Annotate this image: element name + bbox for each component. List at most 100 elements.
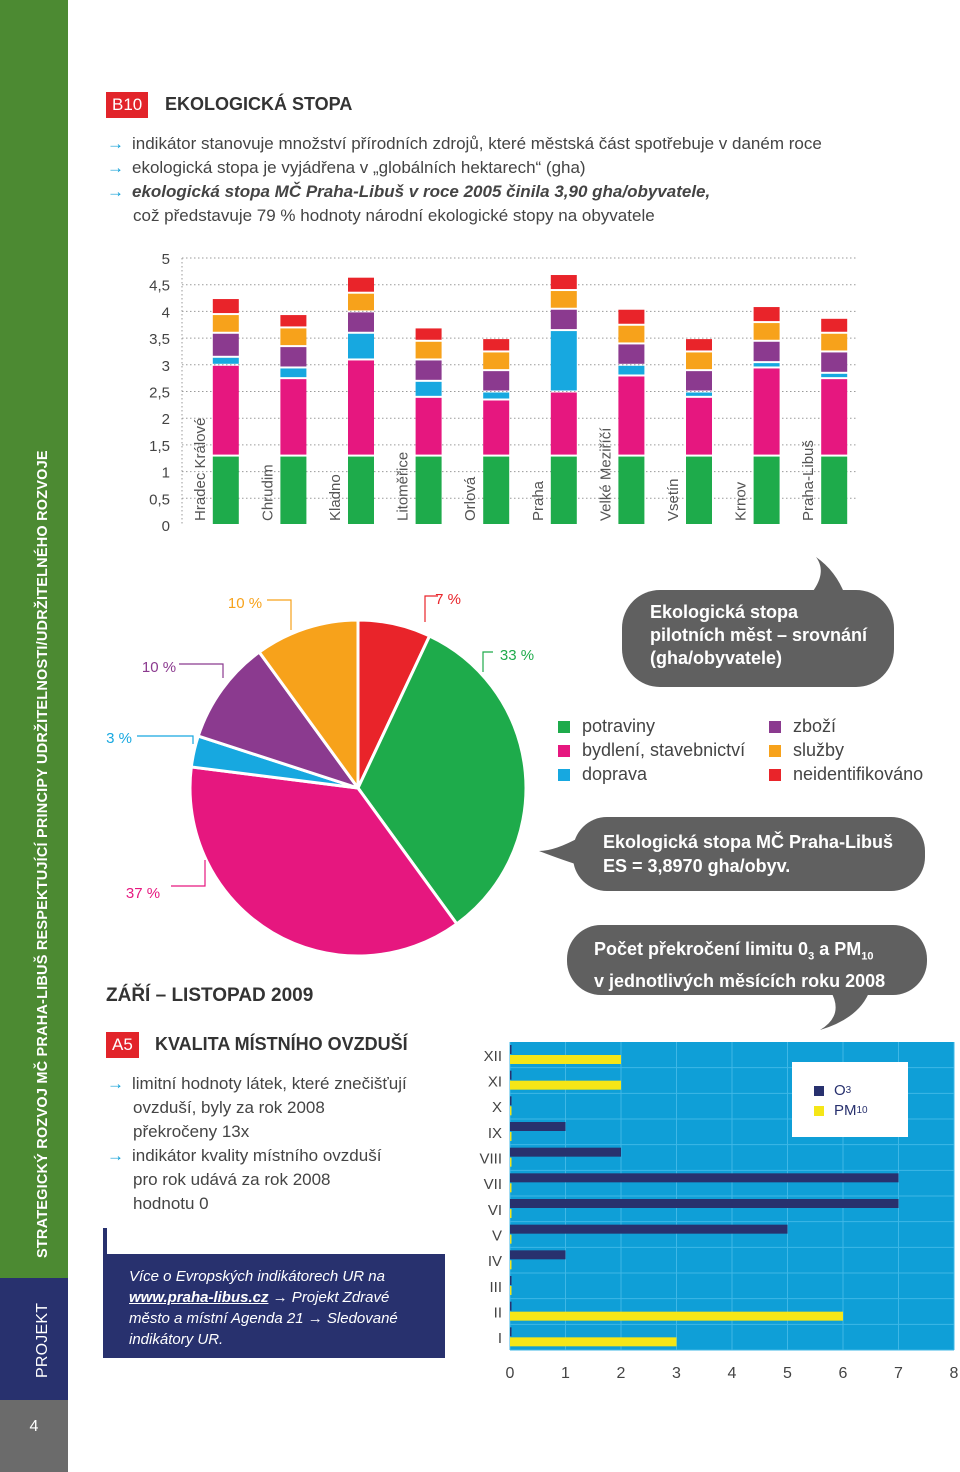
bar-o3 (510, 1224, 788, 1234)
y-tick-label: 1,5 (149, 438, 170, 455)
bar-segment (753, 368, 780, 455)
bar-segment (212, 315, 239, 332)
legend-doprava: doprava (558, 764, 647, 785)
arrow-icon: → (303, 1310, 323, 1327)
bar-pm10 (510, 1337, 677, 1347)
x-tick-label: 2 (617, 1365, 626, 1382)
legend-swatch (814, 1085, 824, 1096)
bar-o3 (510, 1070, 512, 1080)
section-title-a5: KVALITA MÍSTNÍHO OVZDUŠÍ (155, 1034, 408, 1054)
bar-segment (821, 318, 848, 332)
bar-segment (550, 275, 577, 290)
bar-segment (550, 456, 577, 524)
legend-potraviny: potraviny (558, 716, 655, 737)
y-tick-label: 0 (162, 518, 170, 535)
bullet-1: → indikátor stanovuje množství přírodních… (107, 134, 822, 153)
bar-segment (753, 341, 780, 362)
bar-o3 (510, 1199, 899, 1208)
info-box: Více o Evropských indikátorech UR na www… (107, 1254, 445, 1358)
month-label: I (498, 1330, 502, 1347)
bullet-2: → ekologická stopa je vyjádřena v „globál… (107, 158, 586, 177)
month-label: VIII (479, 1151, 502, 1168)
bar-segment (686, 392, 712, 396)
bar-segment (686, 339, 712, 351)
y-tick-label: 4 (162, 304, 170, 321)
pie-chart: 7 % 33 % 37 % 3 % 10 % 10 % (106, 591, 534, 958)
bar-segment (753, 323, 780, 340)
bar-segment (550, 309, 577, 330)
pie-slice-label: 37 % (126, 885, 160, 902)
month-label: II (494, 1305, 502, 1322)
bar-segment (821, 333, 848, 351)
bar-o3 (510, 1122, 566, 1131)
bar-segment (415, 456, 442, 524)
bar-segment (348, 360, 374, 455)
website-link[interactable]: www.praha-libus.cz (129, 1289, 269, 1306)
bar-segment (618, 344, 645, 364)
bar-segment (483, 339, 510, 351)
bar-segment (618, 365, 645, 375)
a5-bullet-2: → indikátor kvality místního ovzduší pro … (107, 1146, 382, 1213)
legend-pm10: PM 10 (814, 1102, 868, 1119)
x-tick-label: 6 (839, 1365, 848, 1382)
bar-segment (821, 373, 848, 378)
legend-zbozi: zboží (769, 716, 836, 737)
y-tick-label: 3 (162, 358, 170, 375)
bar-segment (280, 368, 307, 378)
bar-segment (348, 333, 374, 359)
pie-leader-line (171, 860, 206, 887)
legend-swatch (769, 768, 781, 781)
category-label: Praha (530, 480, 547, 521)
sidebar-project-band (0, 1278, 68, 1400)
bar-segment (550, 291, 577, 308)
arrow-icon: → (107, 182, 124, 201)
sidebar-project-label: PROJEKT (34, 1302, 51, 1378)
arrow-icon: → (107, 1074, 124, 1093)
pie-slice (196, 649, 362, 791)
bar-segment (483, 456, 510, 524)
arrow-icon: → (107, 1146, 124, 1165)
category-label: Velké Meziříčí (597, 427, 614, 521)
legend-sluzby: služby (769, 740, 844, 761)
bar-o3 (510, 1276, 512, 1285)
bar-segment (348, 312, 374, 332)
pie-leader-line (137, 735, 194, 744)
arrow-icon: → (107, 158, 124, 177)
section-title-b10: EKOLOGICKÁ STOPA (165, 94, 353, 114)
bar-segment (348, 277, 374, 292)
pie-leader-line (179, 663, 224, 678)
bar-o3 (510, 1096, 512, 1106)
bar-segment (618, 309, 645, 324)
arrow-icon: → (268, 1289, 288, 1306)
pie-slice-label: 10 % (228, 595, 262, 612)
bar-segment (415, 381, 442, 396)
y-tick-label: 5 (162, 251, 170, 268)
pie-slice (356, 633, 528, 927)
bar-segment (348, 456, 374, 524)
legend-neidentifikovano: neidentifikováno (769, 764, 923, 785)
legend-swatch (558, 720, 570, 733)
x-tick-label: 7 (894, 1365, 903, 1382)
month-label: III (489, 1279, 502, 1296)
month-label: V (492, 1228, 502, 1245)
legend-swatch (769, 720, 781, 733)
bar-o3 (510, 1173, 899, 1183)
bar-segment (415, 328, 442, 340)
month-label: IV (488, 1253, 502, 1270)
bar-segment (280, 347, 307, 367)
month-label: VII (484, 1176, 502, 1193)
bar-pm10 (510, 1055, 621, 1064)
bar-segment (618, 376, 645, 455)
bar-segment (212, 333, 239, 356)
bar-segment (686, 456, 712, 524)
category-label: Orlová (462, 476, 479, 521)
y-tick-label: 4,5 (149, 278, 170, 295)
x-tick-label: 3 (672, 1365, 681, 1382)
pie-leader-line (267, 599, 292, 630)
bar-segment (686, 371, 712, 391)
bar-pm10 (510, 1209, 512, 1218)
sidebar-vertical-title: STRATEGICKÝ ROZVOJ MČ PRAHA-LIBUŠ RESPEK… (35, 450, 51, 1258)
bar-segment (415, 341, 442, 359)
